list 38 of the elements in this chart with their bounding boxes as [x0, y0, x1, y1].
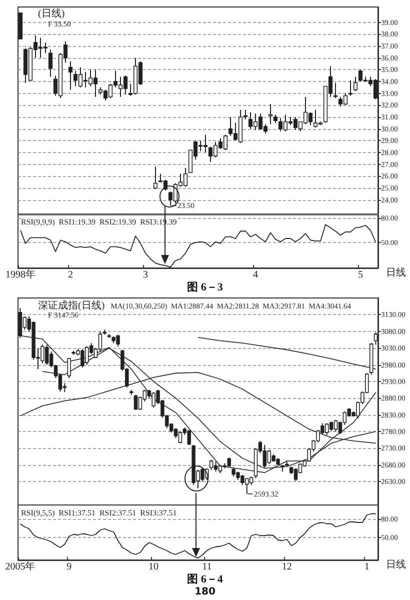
candlestick	[187, 429, 191, 446]
x-tick-label: 9	[66, 562, 72, 572]
x-tick-label: 5	[358, 270, 363, 280]
candlestick	[334, 419, 338, 432]
caption: 图 6－4	[187, 574, 224, 586]
candlestick	[67, 358, 71, 379]
candlestick	[209, 459, 214, 470]
candlestick	[214, 461, 218, 472]
x-tick-label: 2005年	[5, 560, 36, 572]
chart-title: 深证成指(日线)	[38, 300, 105, 312]
candlestick	[18, 308, 22, 339]
x-tick-label: 3	[143, 270, 148, 280]
candlestick	[268, 103, 273, 125]
candlestick	[48, 49, 53, 78]
caption: 图 6－3	[187, 282, 224, 294]
candlestick	[153, 166, 158, 190]
x-tick-label: 10	[148, 562, 159, 572]
candlestick	[262, 444, 267, 468]
candlestick	[353, 76, 358, 92]
text: 日线	[386, 266, 406, 278]
x-tick-label: 12	[282, 562, 292, 572]
x-tick-label: 2	[68, 270, 73, 280]
candlestick	[329, 421, 334, 432]
candlestick	[134, 394, 138, 410]
candlestick	[374, 332, 378, 346]
x-tick-label: 1	[364, 562, 370, 572]
x-tick-label: 11	[202, 562, 212, 572]
text: 180	[194, 586, 216, 598]
candlestick	[294, 468, 298, 482]
x-tick-label: 1998年	[6, 268, 36, 280]
chart-title: (日线)	[38, 8, 65, 20]
chart-title: RSI(9,5,5) RSI1:37.51 RSI2:37.51 RSI3:37.51	[21, 508, 177, 518]
x-tick-label: 4	[253, 270, 258, 280]
candlestick	[348, 80, 353, 96]
candlestick	[174, 428, 178, 439]
candlestick	[68, 60, 73, 90]
candlestick	[333, 82, 338, 99]
text: 日线	[386, 558, 406, 570]
